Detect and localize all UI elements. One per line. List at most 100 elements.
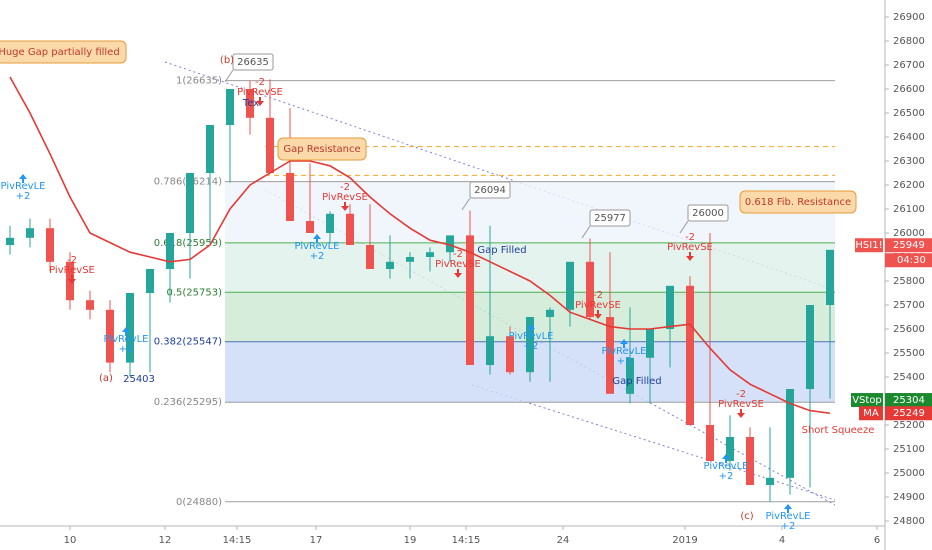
x-tick-label: 4 (779, 535, 785, 546)
ma-tag (885, 406, 932, 421)
callout-box (687, 204, 729, 222)
candle-body (686, 285, 694, 425)
signal-arrow (594, 310, 602, 319)
signal-label: PivRevLE (104, 334, 149, 345)
signal-label: PivRevLE (295, 241, 340, 252)
signal-label: PivRevLE (1, 181, 46, 192)
x-tick-label: 10 (64, 535, 77, 546)
signal-change: +2 (119, 344, 134, 355)
y-tick-label: 26700 (893, 60, 925, 71)
x-tick-label: 6 (874, 535, 880, 546)
candle-body (626, 357, 634, 394)
signal-label: PivRevSE (575, 300, 621, 311)
candle-body (46, 228, 54, 262)
x-tick-label: 14:15 (452, 535, 481, 546)
candle-body (106, 309, 114, 363)
signal-arrow (68, 275, 76, 284)
x-tick-label: 12 (159, 535, 172, 546)
time-tag (885, 253, 932, 268)
candle-body (306, 221, 314, 233)
signal-arrow (454, 269, 462, 278)
candle-body (246, 89, 254, 118)
signal-arrow (313, 234, 321, 243)
candle-body (366, 245, 374, 269)
signal-label: PivRevSE (435, 259, 481, 270)
signal-arrow (784, 504, 792, 513)
price-value: 25949 (893, 240, 925, 251)
fib-label: 1(26635) (176, 76, 222, 87)
y-tick-label: 25500 (893, 348, 925, 359)
candle-body (606, 317, 614, 394)
candle-body (706, 425, 714, 461)
x-tick-label: 2019 (672, 535, 697, 546)
price-tag (885, 238, 932, 253)
x-tick-label: 17 (310, 535, 323, 546)
candle-body (6, 237, 14, 245)
price-name-bg (855, 238, 883, 253)
candle-body (486, 336, 494, 365)
signal-arrow (19, 174, 27, 183)
annotation-label: 25403 (123, 374, 155, 385)
signal-change: +2 (719, 471, 734, 482)
candle-body (226, 89, 234, 125)
signal-label: PivRevLE (704, 461, 749, 472)
y-tick-label: 25800 (893, 276, 925, 287)
signal-arrow (122, 327, 130, 336)
annotation-box (0, 40, 127, 64)
y-tick-label: 25200 (893, 420, 925, 431)
y-tick-label: 25000 (893, 468, 925, 479)
candle-body (326, 213, 334, 233)
candle-body (586, 261, 594, 317)
candle-body (266, 117, 274, 173)
annotation-label: Gap Filled (477, 245, 526, 256)
y-tick-label: 26200 (893, 180, 925, 191)
x-tick-label: 24 (557, 535, 570, 546)
signal-change: -2 (685, 232, 695, 243)
signal-arrow (620, 339, 628, 348)
callout-label: 26094 (474, 185, 506, 196)
candle-body (746, 437, 754, 485)
fib-band (225, 242, 835, 293)
ma-value: 25249 (893, 408, 925, 419)
candle-body (546, 309, 554, 317)
signal-change: +2 (310, 251, 325, 262)
fib-label: 0.618(25959) (154, 238, 222, 249)
candle-body (86, 300, 94, 310)
annotation-box (277, 137, 367, 161)
signal-label: PivRevLE (509, 331, 554, 342)
signal-arrow (341, 202, 349, 211)
candle-body (346, 213, 354, 245)
candle-body (806, 305, 814, 389)
signal-change: +2 (781, 521, 796, 532)
vstop-name-bg (851, 393, 883, 408)
annotation-box (739, 190, 857, 214)
candle-body (126, 293, 134, 363)
candle-body (286, 173, 294, 221)
candle-body (466, 235, 474, 365)
callout-pointer (461, 197, 471, 211)
annotation-label: (b) (220, 55, 234, 66)
signal-change: -2 (67, 255, 77, 266)
candle-body (646, 329, 654, 358)
candle-body (666, 285, 674, 329)
y-tick-label: 26900 (893, 12, 925, 23)
candle-body (786, 389, 794, 478)
y-tick-label: 25400 (893, 372, 925, 383)
time-label: 04:30 (897, 255, 926, 266)
y-tick-label: 25100 (893, 444, 925, 455)
candle-body (186, 173, 194, 233)
price-name: HSI1! (855, 240, 882, 251)
ma-line (9, 76, 831, 415)
callout-pointer (224, 69, 234, 83)
signal-change: +2 (617, 356, 632, 367)
callout-box (469, 181, 511, 199)
signal-change: +2 (524, 341, 539, 352)
annotation-label: (c) (740, 511, 753, 522)
annotation-label: (a) (99, 373, 113, 384)
callout-label: 26000 (692, 208, 724, 219)
vstop-tag (885, 393, 932, 408)
signal-label: PivRevSE (667, 242, 713, 253)
candle-body (826, 249, 834, 305)
annotation-label: Short Squeeze (802, 425, 875, 436)
